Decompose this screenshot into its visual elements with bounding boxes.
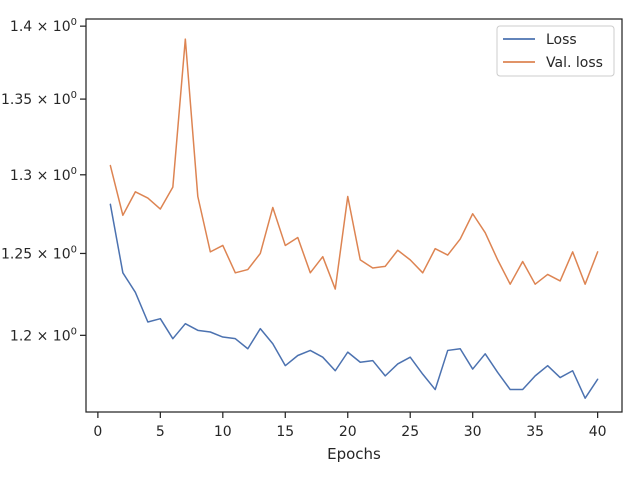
series-line-loss [109, 203, 599, 399]
x-tick-label: 5 [156, 424, 165, 440]
legend: Loss Val. loss [496, 25, 615, 77]
x-tick-label: 30 [464, 424, 482, 440]
plot-frame [85, 18, 623, 413]
series-layer [109, 38, 599, 399]
series-line-val-loss [109, 38, 599, 290]
y-tick-label: 1.3 × 100 [10, 166, 77, 184]
x-tick-label: 20 [339, 424, 357, 440]
y-tick-label: 1.35 × 100 [1, 90, 77, 108]
legend-label-loss: Loss [546, 32, 577, 48]
x-tick-label: 35 [526, 424, 544, 440]
x-axis-label: Epochs [327, 445, 381, 463]
y-tick-label: 1.4 × 100 [10, 17, 77, 35]
x-tick-label: 25 [401, 424, 419, 440]
y-tick-label: 1.25 × 100 [1, 244, 77, 262]
legend-label-val-loss: Val. loss [546, 55, 603, 71]
x-tick-label: 15 [276, 424, 294, 440]
x-tick-label: 0 [93, 424, 102, 440]
x-tick-label: 10 [214, 424, 232, 440]
y-tick-label: 1.2 × 100 [10, 326, 77, 344]
x-tick-label: 40 [589, 424, 607, 440]
axes-layer: 0 5 10 15 20 25 30 35 40 1.2 × 100 1.25 × 100 1.3 ×… [1, 17, 623, 440]
